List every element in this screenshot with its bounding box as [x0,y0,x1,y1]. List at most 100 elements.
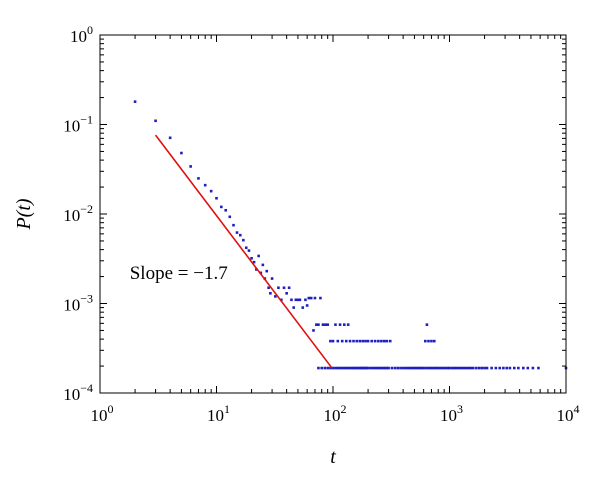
data-point [252,260,256,264]
x-tick-label: 103 [440,402,463,425]
data-point [355,339,359,343]
data-point [424,366,428,370]
data-point [380,339,383,343]
x-tick-label: 102 [324,402,347,425]
data-point [346,366,350,370]
data-point [340,366,344,370]
y-tick-label: 10−3 [63,292,93,315]
data-point [296,298,300,302]
data-point [344,366,348,370]
data-point [224,209,228,212]
y-tick-labels: 100 10−1 10−2 10−3 10−4 [63,23,93,404]
data-point [315,323,318,326]
data-point [338,323,342,326]
data-point [362,366,366,370]
data-point [422,366,425,370]
data-point [375,366,379,370]
data-point [355,366,359,370]
data-point [387,366,390,370]
data-point [471,366,475,370]
axis-ticks [99,34,567,394]
data-point [133,100,137,103]
data-point [377,339,380,343]
data-point [439,366,443,370]
data-point [228,215,232,219]
data-point [505,366,509,370]
data-points [133,100,568,370]
data-point [313,296,317,300]
data-point [323,366,327,370]
data-point [220,205,223,209]
y-tick-label: 10−4 [63,381,93,404]
data-point [390,366,394,370]
y-tick-label: 10−1 [63,113,93,136]
data-point [352,366,355,370]
data-point [270,277,274,280]
data-point [180,151,183,155]
data-point [531,366,535,370]
data-point [364,366,367,370]
data-point [413,366,416,370]
data-point [366,339,370,343]
data-point [464,366,468,370]
data-point [457,366,461,370]
x-tick-label: 104 [557,402,580,425]
data-point [450,366,454,370]
data-point [329,366,332,370]
data-point [168,136,172,140]
data-point [430,339,433,343]
data-point [453,366,456,370]
data-point [280,298,283,302]
data-point [189,165,192,168]
data-point [446,366,450,370]
data-point [336,339,340,343]
data-point [371,366,375,370]
data-point [477,366,481,370]
data-point [215,196,218,200]
data-point [342,323,346,326]
data-point [385,339,389,343]
data-point [267,286,270,290]
data-point [455,366,458,370]
x-axis-label: t [330,446,336,468]
data-point [381,366,385,370]
data-point [442,366,445,370]
data-point [242,238,245,242]
plot-frame [99,34,567,394]
data-point [432,339,436,343]
data-point [378,366,381,370]
data-point [331,339,335,343]
data-point [526,366,530,370]
x-tick-label: 100 [91,402,114,425]
data-point [490,366,493,370]
data-point [334,323,337,326]
data-point [350,366,354,370]
data-point [304,298,307,302]
data-point [342,366,346,370]
data-point [307,296,311,300]
data-point [361,339,365,343]
data-point [385,366,389,370]
data-point [340,339,344,343]
data-point [433,366,437,370]
data-point [265,269,269,273]
data-point [369,366,372,370]
data-point [331,366,335,370]
data-point [290,298,293,302]
slope-annotation: Slope = −1.7 [130,263,228,284]
fit-line [154,134,333,369]
data-point [513,366,516,370]
data-point [285,292,288,295]
data-point [418,366,422,370]
data-point [238,233,242,237]
y-tick-label: 100 [70,23,93,46]
data-point [257,254,260,258]
data-point [537,366,540,370]
y-tick-label: 10−2 [63,202,93,225]
data-point [305,304,309,307]
data-point [382,339,386,343]
data-point [203,183,207,187]
data-point [361,366,365,370]
data-point [324,323,327,326]
y-axis-label: P(t) [13,198,35,230]
